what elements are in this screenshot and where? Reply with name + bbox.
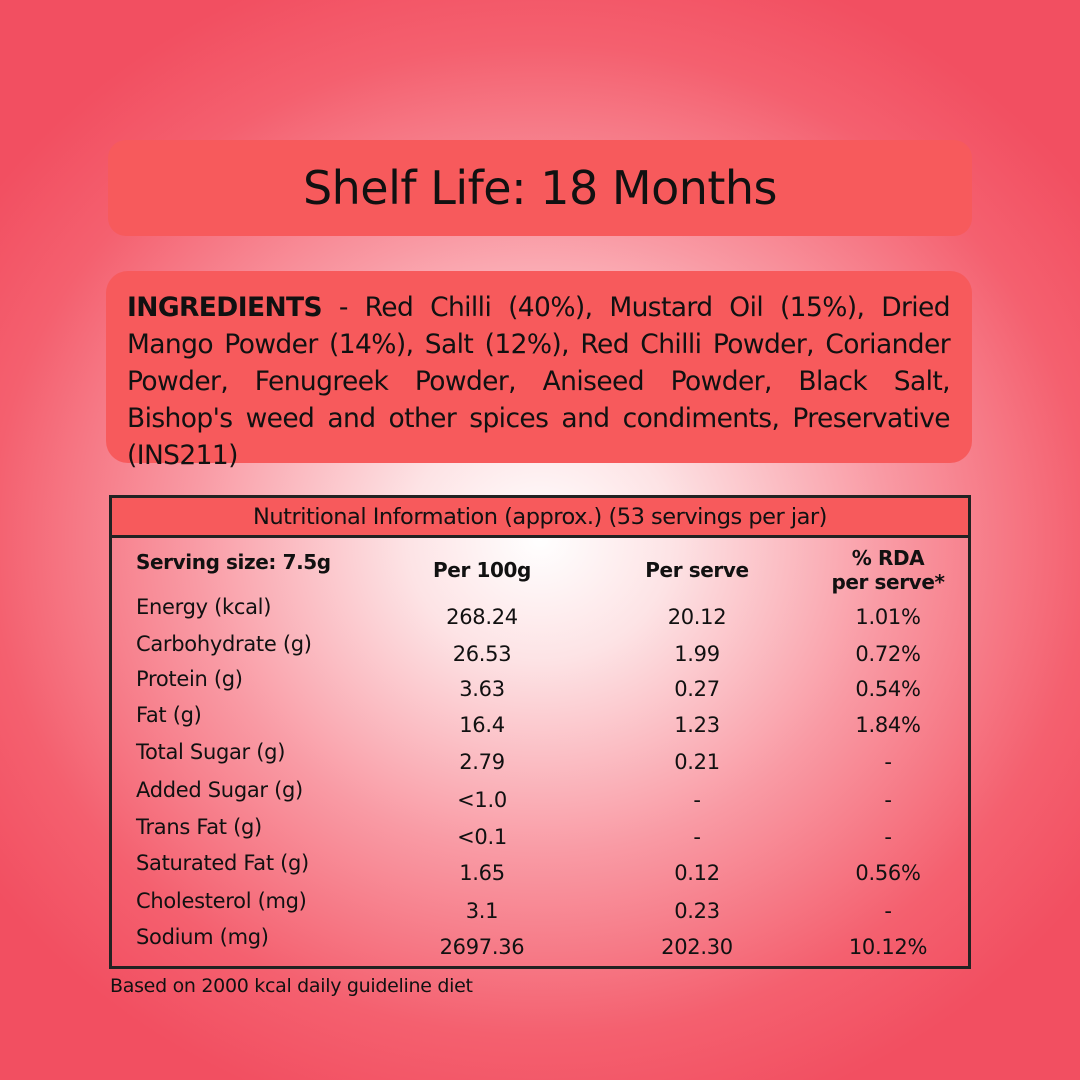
column-header-rda: % RDA per serve* [808, 546, 968, 594]
value-rda: 0.72% [855, 642, 921, 666]
value-per-100g: 1.65 [459, 861, 505, 885]
table-row: Carbohydrate (g) 26.53 1.99 0.72% [112, 632, 968, 668]
value-rda: 0.54% [855, 677, 921, 701]
ingredients-list: - Red Chilli (40%), Mustard Oil (15%), D… [127, 292, 951, 471]
serving-size-label: Serving size: 7.5g [136, 550, 331, 574]
value-per-serve: 0.21 [674, 750, 720, 774]
value-per-100g: 3.1 [465, 899, 499, 923]
value-per-serve: - [693, 825, 701, 849]
ingredients-label: INGREDIENTS [127, 292, 323, 323]
nutrient-name: Added Sugar (g) [136, 778, 303, 802]
nutrient-name: Fat (g) [136, 703, 202, 727]
table-row: Fat (g) 16.4 1.23 1.84% [112, 703, 968, 739]
value-rda: - [884, 750, 892, 774]
value-per-100g: 3.63 [459, 677, 505, 701]
nutrition-table-title: Nutritional Information (approx.) (53 se… [112, 498, 968, 538]
value-per-serve: 0.23 [674, 899, 720, 923]
value-rda: 0.56% [855, 861, 921, 885]
value-per-100g: 2697.36 [439, 935, 525, 959]
rda-footnote: Based on 2000 kcal daily guideline diet [110, 975, 473, 997]
value-per-100g: <1.0 [457, 788, 507, 812]
table-row: Total Sugar (g) 2.79 0.21 - [112, 740, 968, 776]
shelf-life-title: Shelf Life: 18 Months [302, 161, 778, 215]
shelf-life-banner: Shelf Life: 18 Months [108, 140, 972, 236]
value-per-serve: 20.12 [667, 605, 727, 629]
value-per-100g: 268.24 [446, 605, 518, 629]
value-rda: 1.84% [855, 713, 921, 737]
nutrient-name: Trans Fat (g) [136, 815, 262, 839]
value-rda: 1.01% [855, 605, 921, 629]
value-per-serve: 0.27 [674, 677, 720, 701]
nutrition-table: Nutritional Information (approx.) (53 se… [109, 495, 971, 969]
value-per-100g: <0.1 [457, 825, 507, 849]
column-header-per-serve: Per serve [645, 558, 749, 582]
value-per-serve: 1.23 [674, 713, 720, 737]
nutrient-name: Cholesterol (mg) [136, 889, 307, 913]
value-rda: - [884, 899, 892, 923]
value-per-100g: 2.79 [459, 750, 505, 774]
table-row: Saturated Fat (g) 1.65 0.12 0.56% [112, 851, 968, 887]
nutrient-name: Protein (g) [136, 667, 243, 691]
table-row: Cholesterol (mg) 3.1 0.23 - [112, 889, 968, 925]
value-per-100g: 16.4 [459, 713, 505, 737]
ingredients-text: INGREDIENTS - Red Chilli (40%), Mustard … [127, 289, 951, 474]
nutrient-name: Energy (kcal) [136, 595, 272, 619]
table-row: Added Sugar (g) <1.0 - - [112, 778, 968, 814]
ingredients-panel: INGREDIENTS - Red Chilli (40%), Mustard … [106, 271, 972, 471]
value-per-serve: 1.99 [674, 642, 720, 666]
value-rda: - [884, 825, 892, 849]
value-per-serve: - [693, 788, 701, 812]
nutrient-name: Sodium (mg) [136, 925, 269, 949]
table-row: Energy (kcal) 268.24 20.12 1.01% [112, 595, 968, 631]
value-per-serve: 202.30 [661, 935, 733, 959]
value-per-serve: 0.12 [674, 861, 720, 885]
table-row: Sodium (mg) 2697.36 202.30 10.12% [112, 925, 968, 961]
value-rda: 10.12% [848, 935, 928, 959]
table-row: Protein (g) 3.63 0.27 0.54% [112, 667, 968, 703]
nutrient-name: Total Sugar (g) [136, 740, 286, 764]
nutrient-name: Carbohydrate (g) [136, 632, 312, 656]
column-header-per-100g: Per 100g [433, 558, 531, 582]
value-rda: - [884, 788, 892, 812]
column-header-rda-line2: per serve* [831, 570, 945, 594]
nutrient-name: Saturated Fat (g) [136, 851, 309, 875]
table-row: Trans Fat (g) <0.1 - - [112, 815, 968, 851]
column-header-rda-line1: % RDA [851, 546, 925, 570]
value-per-100g: 26.53 [452, 642, 512, 666]
